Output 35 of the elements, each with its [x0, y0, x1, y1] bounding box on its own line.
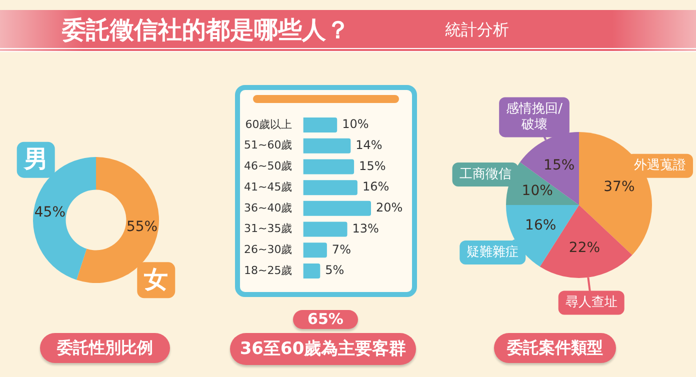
slice-label: 尋人查址 — [565, 295, 618, 310]
y-tick-label: 51~60歲 — [244, 138, 292, 152]
chart-title: 委託徵信社的都是哪些人？ — [62, 15, 350, 46]
data-label: 45% — [34, 204, 66, 220]
chart-subtitle: 統計分析 — [445, 20, 509, 41]
data-label: 16% — [362, 180, 390, 194]
data-label: 22% — [568, 240, 600, 256]
data-label: 37% — [604, 179, 635, 196]
data-label: 55% — [126, 218, 158, 235]
data-label: 14% — [356, 138, 382, 152]
y-tick-label: 31~35歲 — [244, 222, 292, 236]
data-label: 10% — [342, 117, 369, 132]
y-tick-label: 26~30歲 — [244, 242, 292, 256]
slice-label: 疑難雜症 — [466, 244, 519, 260]
data-label: 16% — [525, 218, 556, 234]
data-label: 10% — [522, 183, 553, 200]
y-tick-label: 60歲以上 — [245, 118, 292, 131]
data-label: 15% — [544, 158, 575, 174]
x-axis-title: 36至60歲為主要客群 — [230, 333, 416, 365]
data-label: 20% — [376, 200, 403, 215]
text: 65% — [293, 310, 358, 329]
slice-label: 外遇蒐證 — [634, 158, 686, 174]
y-tick-label: 36~40歲 — [244, 201, 292, 214]
y-tick-label: 46~50歲 — [244, 160, 292, 173]
y-tick-label: 41~45歲 — [244, 180, 292, 194]
slice-label: 男 — [22, 145, 48, 174]
data-label: 13% — [352, 221, 379, 236]
data-label: 5% — [325, 263, 344, 278]
text: 委託案件類型 — [494, 333, 616, 363]
text: 委託性別比例 — [40, 333, 170, 363]
slice-label: 女 — [143, 265, 168, 294]
data-label: 15% — [359, 158, 386, 173]
slice-label: 工商徵信 — [459, 166, 512, 182]
y-tick-label: 18~25歲 — [244, 264, 292, 277]
data-label: 7% — [332, 242, 351, 256]
